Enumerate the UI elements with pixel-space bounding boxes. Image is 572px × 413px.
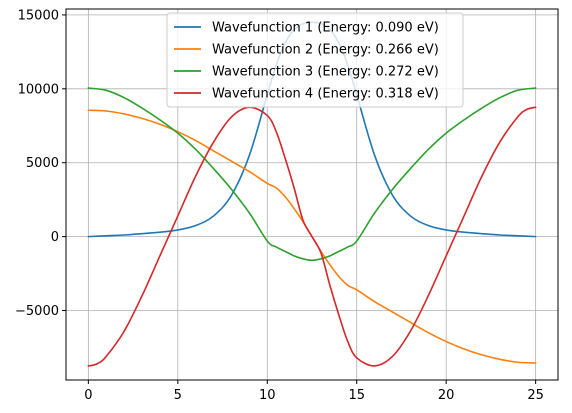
axis-ticks: 0 5 10 15 20 25 −5000 0 5000 10000 15000 [15, 8, 544, 403]
series-line-wavefunction-3 [87, 87, 537, 262]
x-tick-label: 10 [259, 388, 276, 403]
x-tick-label: 25 [527, 388, 544, 403]
x-tick-label: 5 [174, 388, 182, 403]
y-tick-label: −5000 [15, 304, 59, 319]
series-line-wavefunction-4 [87, 106, 537, 367]
x-tick-label: 0 [84, 388, 92, 403]
series-lines [87, 21, 537, 367]
y-tick-label: 5000 [26, 156, 59, 171]
plot-frame [65, 8, 559, 381]
y-tick-label: 0 [51, 230, 59, 245]
legend-entry-label: Wavefunction 1 (Energy: 0.090 eV) [212, 21, 439, 36]
y-tick-label: 15000 [18, 8, 59, 23]
legend-box [166, 12, 464, 108]
y-tick-label: 10000 [18, 82, 59, 97]
legend: Wavefunction 1 (Energy: 0.090 eV) Wavefun… [166, 12, 464, 108]
legend-entry-label: Wavefunction 2 (Energy: 0.266 eV) [212, 43, 439, 58]
x-tick-label: 20 [438, 388, 455, 403]
legend-entry-label: Wavefunction 4 (Energy: 0.318 eV) [212, 87, 439, 102]
legend-entry-label: Wavefunction 3 (Energy: 0.272 eV) [212, 65, 439, 80]
x-tick-label: 15 [348, 388, 365, 403]
